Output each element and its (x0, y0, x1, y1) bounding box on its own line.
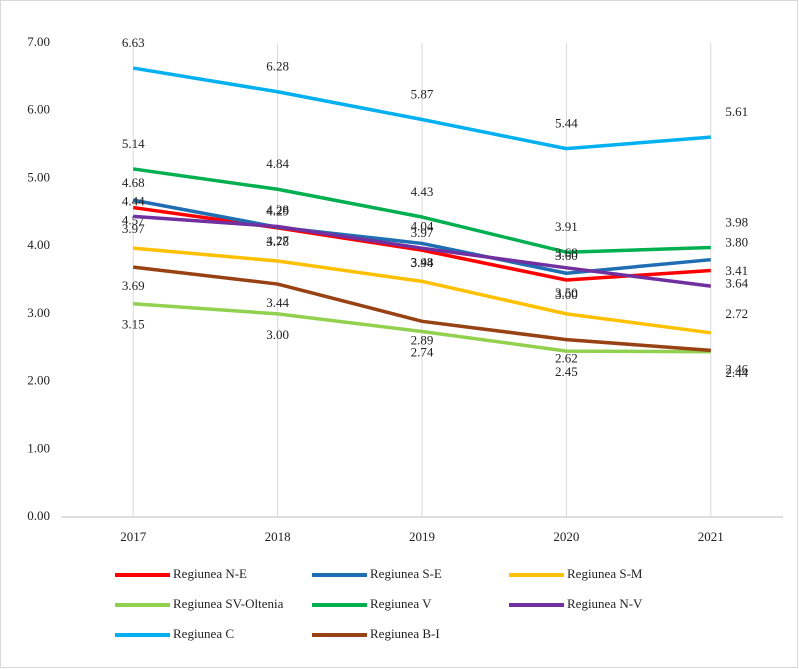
legend-label: Regiunea C (173, 626, 234, 641)
series-line (132, 265, 711, 353)
y-tick-label: 3.00 (27, 305, 50, 320)
y-tick-label: 7.00 (27, 34, 50, 49)
series-line (132, 205, 711, 282)
legend-label: Regiunea SV-Oltenia (173, 596, 284, 611)
x-tick-label: 2020 (553, 529, 579, 544)
data-label: 5.44 (555, 116, 578, 131)
data-label: 4.43 (411, 184, 434, 199)
data-label: 2.46 (725, 361, 748, 376)
data-label: 3.50 (555, 285, 578, 300)
data-label: 3.98 (725, 214, 748, 229)
data-label: 3.68 (555, 245, 578, 260)
data-label: 3.69 (122, 278, 145, 293)
data-label: 3.00 (266, 327, 289, 342)
legend-label: Regiunea S-E (370, 566, 442, 581)
series-line (132, 66, 711, 151)
data-label: 3.15 (122, 317, 145, 332)
data-label: 4.04 (411, 218, 434, 233)
data-label: 4.68 (122, 175, 145, 190)
data-label: 2.44 (725, 365, 748, 380)
y-tick-label: 2.00 (27, 373, 50, 388)
data-label: 4.84 (266, 156, 289, 171)
series-line (133, 214, 712, 288)
data-label: 2.72 (725, 306, 748, 321)
x-tick-label: 2017 (120, 529, 147, 544)
data-label: 3.44 (266, 295, 289, 310)
legend-label: Regiunea B-I (370, 626, 440, 641)
y-tick-label: 4.00 (27, 237, 50, 252)
series-line (133, 246, 712, 335)
series-line (132, 167, 711, 254)
data-label: 6.63 (122, 35, 145, 50)
data-label: 3.00 (555, 287, 578, 302)
data-label: 3.64 (725, 276, 748, 291)
y-tick-label: 1.00 (27, 440, 50, 455)
data-label: 5.87 (411, 87, 434, 102)
data-label: 3.48 (411, 254, 434, 269)
data-label: 3.97 (122, 221, 145, 236)
data-label: 4.28 (266, 202, 289, 217)
series-line (133, 301, 711, 354)
legend-label: Regiunea V (370, 596, 432, 611)
x-tick-label: 2018 (265, 529, 291, 544)
data-label: 5.14 (122, 136, 145, 151)
legend-label: Regiunea S-M (567, 566, 643, 581)
data-label: 5.61 (725, 104, 748, 119)
data-label: 2.89 (411, 332, 434, 347)
data-label: 4.27 (266, 233, 289, 248)
data-label: 2.74 (411, 344, 434, 359)
x-tick-label: 2019 (409, 529, 435, 544)
data-label: 4.44 (122, 193, 145, 208)
data-label: 3.97 (411, 225, 434, 240)
y-tick-label: 6.00 (27, 102, 50, 117)
legend-label: Regiunea N-E (173, 566, 247, 581)
data-label: 4.29 (266, 203, 289, 218)
data-label: 6.28 (266, 59, 289, 74)
data-label: 3.41 (725, 263, 748, 278)
data-label: 3.94 (411, 255, 434, 270)
data-label: 3.91 (555, 219, 578, 234)
data-label: 3.80 (725, 235, 748, 250)
y-tick-label: 5.00 (27, 169, 50, 184)
data-label: 2.45 (555, 364, 578, 379)
data-label: 3.78 (266, 234, 289, 249)
legend-label: Regiunea N-V (567, 596, 643, 611)
y-tick-label: 0.00 (27, 508, 50, 523)
series-line (132, 198, 711, 275)
data-label: 2.62 (555, 351, 578, 366)
x-tick-label: 2021 (698, 529, 724, 544)
